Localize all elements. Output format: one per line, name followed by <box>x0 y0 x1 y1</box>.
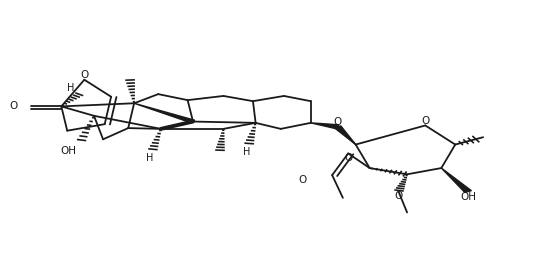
Text: O: O <box>298 175 306 185</box>
Polygon shape <box>334 126 356 144</box>
Polygon shape <box>311 123 339 129</box>
Text: H: H <box>67 83 75 93</box>
Text: OH: OH <box>60 146 76 156</box>
Text: OH: OH <box>460 192 476 202</box>
Text: O: O <box>421 116 429 126</box>
Text: H: H <box>146 153 154 163</box>
Text: H: H <box>243 147 250 157</box>
Text: O: O <box>334 117 342 127</box>
Polygon shape <box>134 103 195 123</box>
Text: O: O <box>9 101 17 111</box>
Text: O: O <box>394 191 402 201</box>
Text: O: O <box>80 70 88 80</box>
Polygon shape <box>441 168 471 192</box>
Text: O: O <box>344 153 352 163</box>
